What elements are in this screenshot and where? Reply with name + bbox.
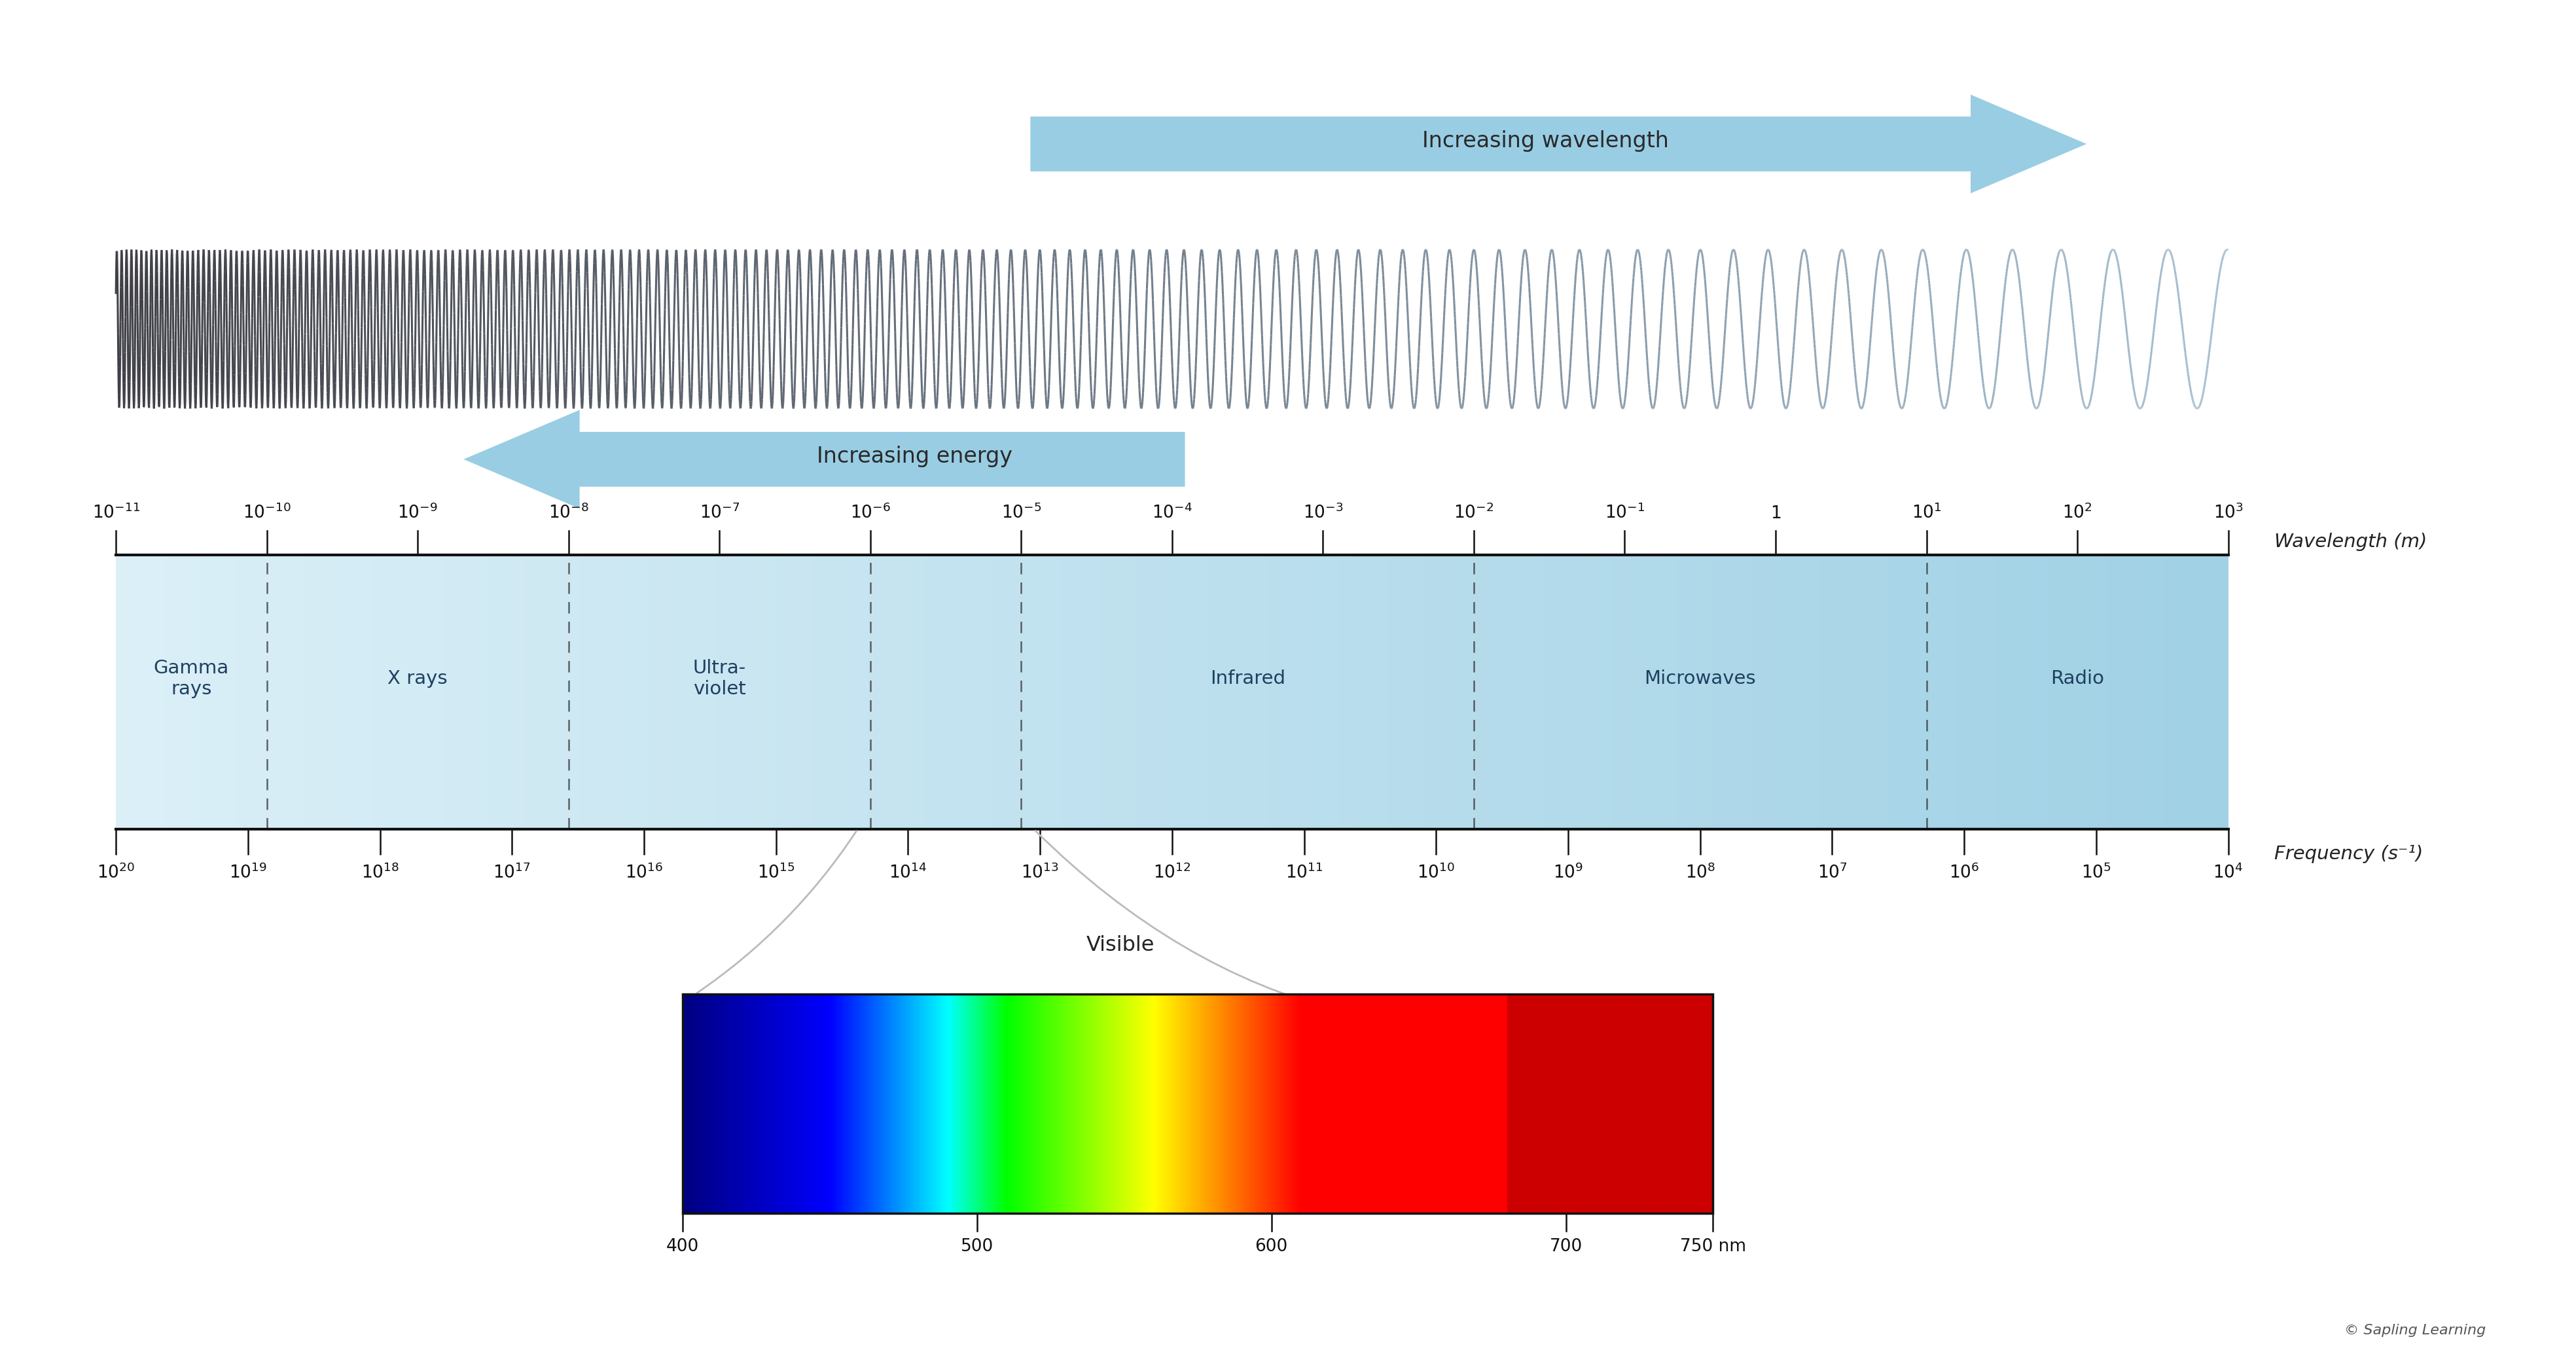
Text: $10^{-11}$: $10^{-11}$	[93, 503, 139, 522]
Text: $10^{8}$: $10^{8}$	[1685, 864, 1716, 883]
Text: $10^{17}$: $10^{17}$	[492, 864, 531, 883]
Text: $10^{9}$: $10^{9}$	[1553, 864, 1584, 883]
Text: 700: 700	[1548, 1238, 1582, 1254]
Text: $10^{6}$: $10^{6}$	[1950, 864, 1978, 883]
Text: $10^{-6}$: $10^{-6}$	[850, 503, 891, 522]
FancyArrow shape	[1030, 95, 2087, 193]
Text: Infrared: Infrared	[1211, 669, 1285, 688]
Text: $10^{13}$: $10^{13}$	[1020, 864, 1059, 883]
Text: $10^{19}$: $10^{19}$	[229, 864, 268, 883]
Bar	[683, 994, 1713, 1213]
Text: Ultra-
violet: Ultra- violet	[693, 659, 747, 698]
Text: $10^{18}$: $10^{18}$	[361, 864, 399, 883]
Text: $10^{3}$: $10^{3}$	[2213, 503, 2244, 522]
Text: Wavelength (m): Wavelength (m)	[2275, 532, 2427, 551]
Text: $10^{15}$: $10^{15}$	[757, 864, 796, 883]
Text: $10^{2}$: $10^{2}$	[2063, 503, 2092, 522]
Text: 750 nm: 750 nm	[1680, 1238, 1747, 1254]
Text: $10^{-10}$: $10^{-10}$	[242, 503, 291, 522]
Text: $10^{12}$: $10^{12}$	[1154, 864, 1190, 883]
Text: $10^{-7}$: $10^{-7}$	[698, 503, 739, 522]
FancyArrow shape	[464, 410, 1185, 509]
Text: $10^{-2}$: $10^{-2}$	[1453, 503, 1494, 522]
Text: $1$: $1$	[1770, 506, 1780, 522]
Text: 400: 400	[667, 1238, 698, 1254]
Text: Radio: Radio	[2050, 669, 2105, 688]
Text: Increasing energy: Increasing energy	[817, 446, 1012, 468]
Text: $10^{-9}$: $10^{-9}$	[397, 503, 438, 522]
Text: $10^{11}$: $10^{11}$	[1285, 864, 1324, 883]
Text: $10^{20}$: $10^{20}$	[98, 864, 134, 883]
Text: $10^{1}$: $10^{1}$	[1911, 503, 1942, 522]
Text: $10^{5}$: $10^{5}$	[2081, 864, 2112, 883]
Text: $10^{7}$: $10^{7}$	[1816, 864, 1847, 883]
Text: $10^{-4}$: $10^{-4}$	[1151, 503, 1193, 522]
Text: Increasing wavelength: Increasing wavelength	[1422, 130, 1669, 152]
Text: $10^{-5}$: $10^{-5}$	[1002, 503, 1041, 522]
Text: $10^{10}$: $10^{10}$	[1417, 864, 1455, 883]
Text: Visible: Visible	[1087, 935, 1154, 956]
Text: Gamma
rays: Gamma rays	[155, 659, 229, 698]
Text: $10^{-1}$: $10^{-1}$	[1605, 503, 1646, 522]
Text: $10^{4}$: $10^{4}$	[2213, 864, 2244, 883]
Text: $10^{14}$: $10^{14}$	[889, 864, 927, 883]
Text: 600: 600	[1255, 1238, 1288, 1254]
Text: 500: 500	[961, 1238, 994, 1254]
Text: $10^{16}$: $10^{16}$	[626, 864, 662, 883]
Text: $10^{-8}$: $10^{-8}$	[549, 503, 590, 522]
Text: © Sapling Learning: © Sapling Learning	[2344, 1323, 2486, 1337]
Text: Frequency (s⁻¹): Frequency (s⁻¹)	[2275, 845, 2424, 864]
Text: $10^{-3}$: $10^{-3}$	[1303, 503, 1342, 522]
Text: Microwaves: Microwaves	[1643, 669, 1757, 688]
Text: X rays: X rays	[389, 669, 448, 688]
